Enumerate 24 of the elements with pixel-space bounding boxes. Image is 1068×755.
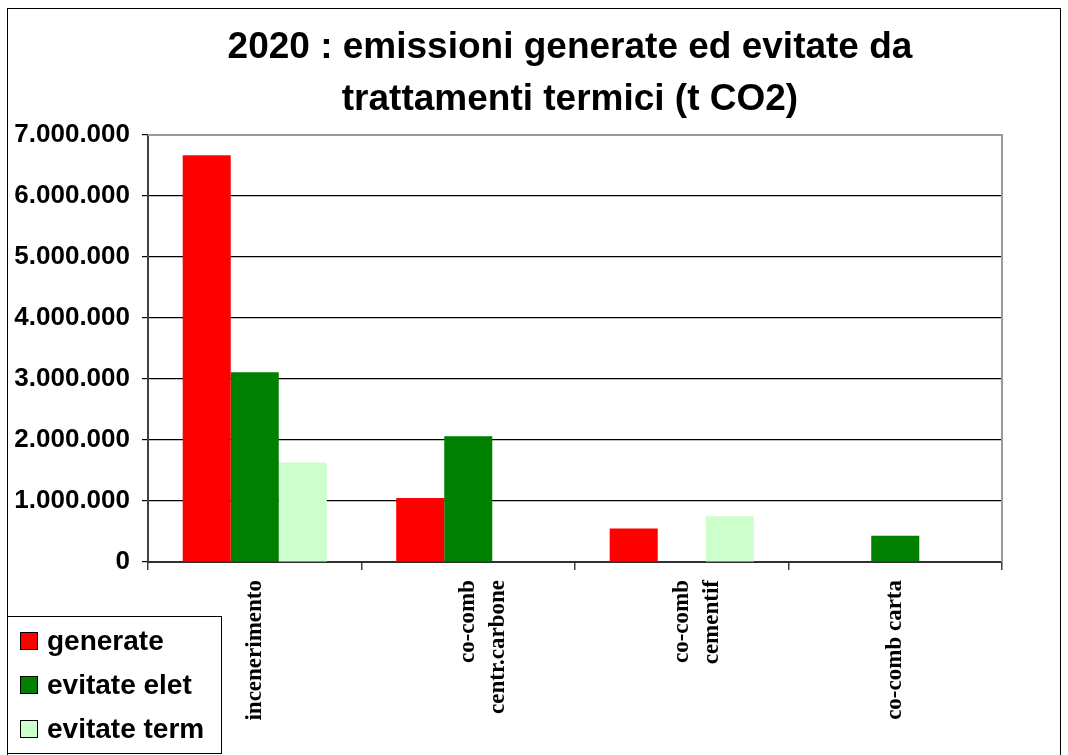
y-tick-label: 5.000.000 bbox=[14, 240, 130, 271]
bar bbox=[444, 436, 493, 562]
bar bbox=[278, 462, 327, 562]
x-tick-label: co-comb carta bbox=[881, 579, 907, 720]
y-tick-label: 7.000.000 bbox=[14, 118, 130, 149]
y-tick-label: 3.000.000 bbox=[14, 362, 130, 393]
x-tick-label: co-comb centr.carbone bbox=[454, 580, 510, 714]
bar bbox=[182, 155, 231, 562]
legend-label: evitate term bbox=[47, 712, 205, 746]
y-tick-label: 0 bbox=[115, 545, 130, 576]
bar bbox=[396, 497, 445, 562]
bar bbox=[609, 528, 658, 562]
legend-label: evitate elet bbox=[47, 668, 192, 702]
y-tick-label: 4.000.000 bbox=[14, 301, 130, 332]
y-tick-label: 2.000.000 bbox=[14, 423, 130, 454]
y-tick-label: 6.000.000 bbox=[14, 179, 130, 210]
y-tick-label: 1.000.000 bbox=[14, 484, 130, 515]
legend-label: generate bbox=[47, 624, 164, 658]
x-tick-label: incenerimento bbox=[240, 580, 266, 721]
bar bbox=[871, 535, 920, 562]
chart-title: 2020 : emissioni generate ed evitate da trattamenti termici (t CO2) bbox=[226, 24, 914, 120]
bar bbox=[705, 516, 754, 562]
bar bbox=[230, 372, 279, 562]
x-tick-label: co-comb cementif bbox=[667, 579, 723, 665]
